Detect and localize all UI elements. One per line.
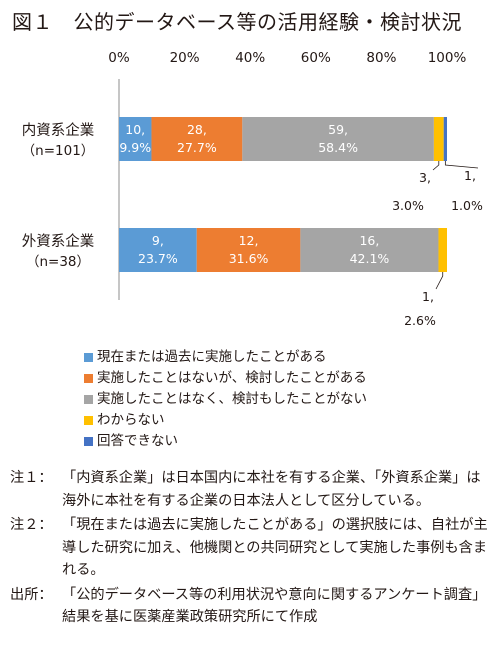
legend-item: 回答できない bbox=[84, 431, 367, 452]
x-tick-label: 20% bbox=[170, 50, 200, 66]
source-text: 「公的データベース等の利用状況や意向に関するアンケート調査」結果を基に医薬産業政… bbox=[62, 586, 487, 626]
bar-segment bbox=[196, 228, 301, 272]
note-1-text: 「内資系企業」は日本国内に本社を有する企業、「外資系企業」は海外に本社を有する企… bbox=[62, 470, 481, 509]
category-sublabel: （n=101） bbox=[22, 143, 95, 159]
bar-segment bbox=[151, 117, 243, 161]
callout-label: 3.0% bbox=[392, 198, 424, 213]
category-label: 内資系企業 bbox=[22, 121, 95, 139]
source-note: 出所： 「公的データベース等の利用状況や意向に関するアンケート調査」結果を基に医… bbox=[10, 584, 490, 629]
note-2: 注２： 「現在または過去に実施したことがある」の選択肢には、自社が主導した研究に… bbox=[10, 514, 490, 582]
legend-label: 実施したことはなく、検討もしたことがない bbox=[97, 391, 367, 407]
x-tick-label: 60% bbox=[301, 50, 331, 66]
legend-label: わからない bbox=[97, 412, 165, 428]
data-label: 9, bbox=[152, 233, 164, 248]
data-label: 10, bbox=[125, 122, 145, 137]
legend-item: わからない bbox=[84, 410, 367, 431]
legend-label: 回答できない bbox=[97, 433, 178, 449]
chart-legend: 現在または過去に実施したことがある実施したことはないが、検討したことがある 実施し… bbox=[84, 347, 367, 452]
legend-swatch bbox=[84, 395, 93, 404]
note-1-label: 注１： bbox=[10, 470, 53, 486]
legend-item: 実施したことはないが、検討したことがある bbox=[84, 368, 367, 389]
legend-swatch bbox=[84, 437, 93, 446]
x-tick-label: 0% bbox=[108, 50, 130, 66]
data-label: 31.6% bbox=[229, 251, 269, 266]
callout-label: 2.6% bbox=[404, 313, 436, 328]
leader-line bbox=[444, 161, 479, 169]
x-tick-label: 100% bbox=[428, 50, 467, 66]
bar-segment bbox=[300, 228, 439, 272]
stacked-bar-chart: 0% 20% 40% 60% 80% 100% 内資系企業 （n=101） 外資系企業 （n=38… bbox=[22, 50, 483, 328]
data-label: 16, bbox=[359, 233, 379, 248]
legend-swatch bbox=[84, 416, 93, 425]
note-2-label: 注２： bbox=[10, 517, 53, 533]
data-label: 28, bbox=[187, 122, 207, 137]
data-label: 12, bbox=[239, 233, 259, 248]
data-label: 23.7% bbox=[138, 251, 178, 266]
data-label: 58.4% bbox=[318, 140, 358, 155]
category-sublabel: （n=38） bbox=[26, 254, 90, 270]
legend-item: 現在または過去に実施したことがある bbox=[84, 347, 367, 368]
data-label: 27.7% bbox=[177, 140, 217, 155]
callout-label: 1.0% bbox=[451, 198, 483, 213]
bar-segment bbox=[119, 117, 152, 161]
chart-title: 図１ 公的データベース等の活用経験・検討状況 bbox=[12, 10, 462, 34]
legend-swatch bbox=[84, 353, 93, 362]
leader-line bbox=[435, 272, 444, 290]
x-tick-label: 40% bbox=[235, 50, 265, 66]
legend-item: 実施したことはなく、検討もしたことがない bbox=[84, 389, 367, 410]
x-tick-label: 80% bbox=[366, 50, 396, 66]
callout-label: 1, bbox=[464, 168, 476, 183]
note-1: 注１： 「内資系企業」は日本国内に本社を有する企業、「外資系企業」は海外に本社を… bbox=[10, 467, 490, 512]
callout-label: 1, bbox=[422, 289, 434, 304]
notes-section: 注１： 「内資系企業」は日本国内に本社を有する企業、「外資系企業」は海外に本社を… bbox=[10, 467, 490, 631]
bar-segment bbox=[119, 228, 197, 272]
data-label: 59, bbox=[328, 122, 348, 137]
callout-label: 3, bbox=[419, 170, 431, 185]
legend-swatch bbox=[84, 374, 93, 383]
legend-label: 実施したことはないが、検討したことがある bbox=[97, 370, 367, 386]
data-label: 9.9% bbox=[119, 140, 151, 155]
category-label: 外資系企業 bbox=[22, 232, 95, 250]
data-label: 42.1% bbox=[350, 251, 390, 266]
bar-segment bbox=[433, 117, 444, 161]
legend-label: 現在または過去に実施したことがある bbox=[97, 349, 327, 365]
bar-segment bbox=[443, 117, 447, 161]
leader-line bbox=[432, 161, 440, 171]
bar-segment bbox=[242, 117, 434, 161]
bar-segment bbox=[438, 228, 447, 272]
source-label: 出所： bbox=[10, 586, 53, 603]
note-2-text: 「現在または過去に実施したことがある」の選択肢には、自社が主導した研究に加え、他… bbox=[62, 517, 488, 578]
